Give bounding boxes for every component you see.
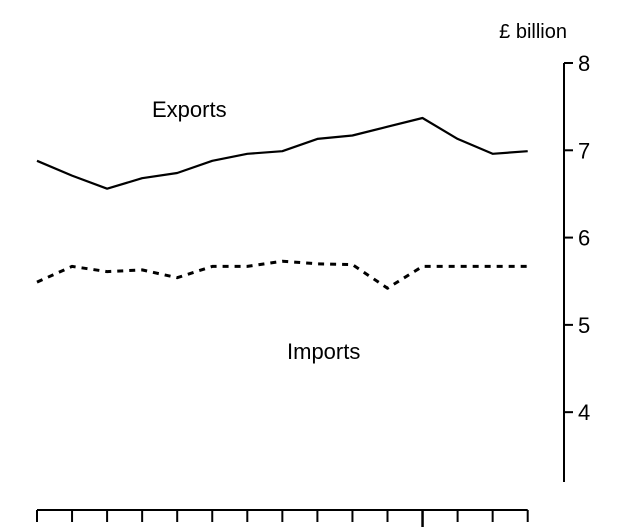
y-axis-label: £ billion (499, 21, 567, 43)
y-tick-label-6: 6 (578, 226, 590, 251)
series-layer (36, 116, 528, 290)
series-line-imports (36, 259, 528, 290)
y-tick-label-4: 4 (578, 400, 590, 425)
series-line-exports (36, 116, 528, 190)
series-label-imports: Imports (287, 339, 360, 364)
series-label-exports: Exports (152, 97, 227, 122)
axis-layer: 4 5 6 7 8 (36, 51, 590, 527)
y-tick-label-8: 8 (578, 51, 590, 76)
y-tick-label-7: 7 (578, 138, 590, 163)
y-tick-label-5: 5 (578, 313, 590, 338)
